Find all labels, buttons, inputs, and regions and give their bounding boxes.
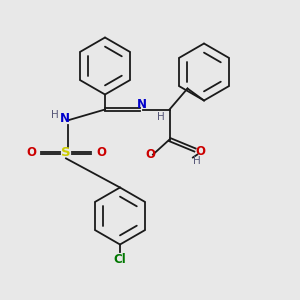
Text: H: H (157, 112, 165, 122)
Text: N: N (59, 112, 70, 125)
Text: Cl: Cl (114, 253, 126, 266)
Text: O: O (26, 146, 36, 160)
Text: N: N (137, 98, 147, 112)
Text: O: O (96, 146, 106, 160)
Text: H: H (193, 155, 200, 166)
Text: O: O (145, 148, 155, 161)
Text: O: O (195, 145, 206, 158)
Text: S: S (61, 146, 71, 160)
Text: H: H (51, 110, 58, 120)
